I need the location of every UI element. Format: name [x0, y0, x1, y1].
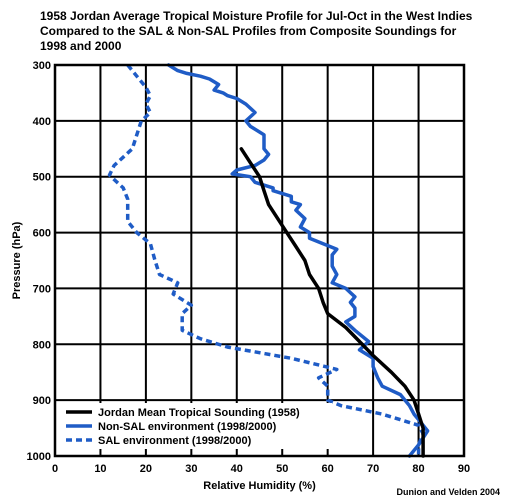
y-tick-label: 1000: [27, 451, 51, 463]
x-tick-label: 70: [367, 463, 379, 475]
y-tick-label: 800: [33, 339, 51, 351]
y-tick-label: 300: [33, 60, 51, 72]
x-tick-label: 40: [231, 463, 243, 475]
x-tick-label: 20: [140, 463, 152, 475]
legend-label-2: SAL environment (1998/2000): [98, 435, 252, 447]
legend-label-1: Non-SAL environment (1998/2000): [98, 421, 277, 433]
x-tick-label: 50: [276, 463, 288, 475]
chart-title-line-3: 1998 and 2000: [40, 39, 122, 53]
legend: Jordan Mean Tropical Sounding (1958) Non-…: [62, 403, 332, 449]
y-tick-label: 900: [33, 395, 51, 407]
y-tick-label: 500: [33, 172, 51, 184]
x-tick-label: 30: [185, 463, 197, 475]
chart-title-line-1: 1958 Jordan Average Tropical Moisture Pr…: [40, 9, 473, 23]
x-tick-label: 10: [94, 463, 106, 475]
y-tick-label: 600: [33, 228, 51, 240]
data-series: [107, 63, 430, 458]
x-tick-label: 90: [458, 463, 470, 475]
x-tick-label: 0: [52, 463, 58, 475]
y-axis-label: Pressure (hPa): [11, 221, 23, 299]
legend-background: [62, 403, 332, 449]
credit-text: Dunion and Velden 2004: [396, 487, 500, 497]
x-tick-label: 80: [412, 463, 424, 475]
series-line-1: [166, 63, 430, 458]
plot-border: [53, 63, 466, 458]
series-line-0: [239, 147, 425, 458]
y-axis-tick-labels: 300 400 500 600 700 800 900 1000: [27, 60, 51, 463]
legend-label-0: Jordan Mean Tropical Sounding (1958): [98, 407, 300, 419]
chart-title-line-2: Compared to the SAL & Non-SAL Profiles f…: [40, 24, 457, 38]
chart-title: 1958 Jordan Average Tropical Moisture Pr…: [40, 9, 473, 53]
x-tick-label: 60: [322, 463, 334, 475]
y-tick-label: 400: [33, 116, 51, 128]
x-axis-label: Relative Humidity (%): [203, 480, 316, 492]
x-axis-tick-labels: 0 10 20 30 40 50 60 70 80 90: [52, 463, 470, 475]
series-line-2: [107, 63, 425, 456]
plot-frame: [53, 63, 466, 458]
y-tick-label: 700: [33, 283, 51, 295]
